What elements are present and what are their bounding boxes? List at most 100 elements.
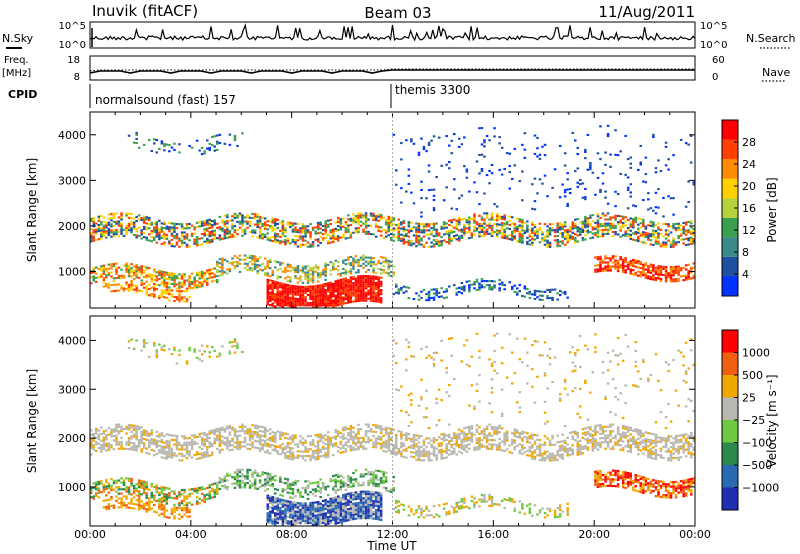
data-cell (294, 305, 297, 308)
data-cell (377, 435, 380, 438)
data-cell (513, 428, 517, 431)
data-cell (377, 286, 380, 289)
data-cell (175, 439, 179, 442)
data-cell (589, 428, 592, 431)
data-cell (400, 435, 403, 438)
data-cell (569, 228, 572, 231)
data-cell (604, 434, 607, 437)
data-cell (276, 302, 280, 305)
data-cell (110, 435, 113, 438)
data-cell (173, 452, 176, 455)
data-cell (349, 296, 353, 299)
data-cell (248, 224, 252, 227)
data-cell (402, 230, 406, 233)
data-cell (274, 293, 277, 296)
data-cell (321, 287, 325, 290)
data-cell (450, 237, 454, 240)
data-cell (324, 262, 327, 265)
data-cell (672, 280, 675, 283)
data-cell (246, 216, 249, 219)
data-cell (309, 454, 312, 457)
data-cell (276, 450, 280, 453)
data-cell (405, 436, 408, 439)
data-cell (382, 228, 385, 231)
data-cell (422, 231, 426, 234)
data-cell (379, 234, 383, 237)
data-cell (349, 438, 353, 441)
data-cell (354, 298, 358, 301)
data-cell (445, 449, 448, 452)
data-cell (125, 226, 128, 229)
data-cell (644, 272, 648, 275)
data-cell (422, 148, 426, 151)
data-cell (427, 237, 431, 240)
data-cell (286, 223, 290, 226)
data-cell (117, 266, 121, 269)
data-cell (168, 440, 171, 443)
data-cell (357, 218, 360, 221)
data-cell (130, 231, 133, 234)
data-cell (637, 231, 640, 234)
data-cell (102, 264, 106, 267)
data-cell (261, 222, 264, 225)
data-cell (208, 277, 212, 280)
data-cell (137, 443, 141, 446)
data-cell (127, 216, 131, 219)
data-cell (276, 297, 280, 300)
data-cell (165, 143, 169, 146)
data-cell (526, 292, 529, 295)
data-cell (455, 221, 459, 224)
data-cell (558, 232, 562, 235)
data-cell (263, 267, 267, 270)
data-cell (387, 440, 391, 443)
data-cell (372, 430, 375, 433)
data-cell (533, 289, 537, 292)
data-cell (521, 443, 524, 447)
data-cell (503, 218, 506, 221)
data-cell (354, 217, 358, 220)
data-cell (574, 439, 577, 442)
data-cell (132, 424, 136, 427)
data-cell (266, 442, 270, 445)
data-cell (253, 231, 257, 234)
data-cell (435, 230, 438, 233)
data-cell (359, 287, 363, 290)
data-cell (337, 239, 340, 242)
data-cell (372, 443, 375, 446)
data-cell (170, 222, 174, 225)
data-cell (478, 153, 481, 156)
data-cell (281, 451, 285, 454)
data-cell (206, 223, 209, 226)
data-cell (690, 230, 693, 233)
data-cell (294, 443, 297, 446)
data-cell (490, 447, 494, 450)
data-cell (427, 189, 431, 192)
data-cell (163, 149, 166, 152)
data-cell (158, 234, 161, 237)
data-cell (677, 271, 680, 274)
data-cell (291, 440, 295, 443)
data-cell (629, 260, 633, 263)
data-cell (281, 284, 285, 287)
data-cell (417, 454, 421, 457)
data-cell (122, 447, 126, 450)
data-cell (334, 229, 338, 232)
data-cell (503, 449, 506, 452)
data-cell (402, 444, 406, 447)
data-cell (692, 183, 696, 186)
data-cell (183, 300, 186, 303)
data-cell (596, 431, 600, 434)
data-cell (153, 270, 156, 273)
data-cell (190, 224, 194, 227)
data-cell (342, 284, 345, 287)
data-cell (621, 424, 625, 428)
data-cell (327, 223, 330, 226)
data-cell (359, 283, 363, 286)
data-cell (382, 237, 385, 240)
data-cell (400, 287, 403, 290)
data-cell (107, 217, 111, 220)
data-cell (319, 435, 322, 438)
data-cell (193, 278, 196, 281)
data-cell (546, 195, 549, 198)
data-cell (596, 268, 600, 271)
